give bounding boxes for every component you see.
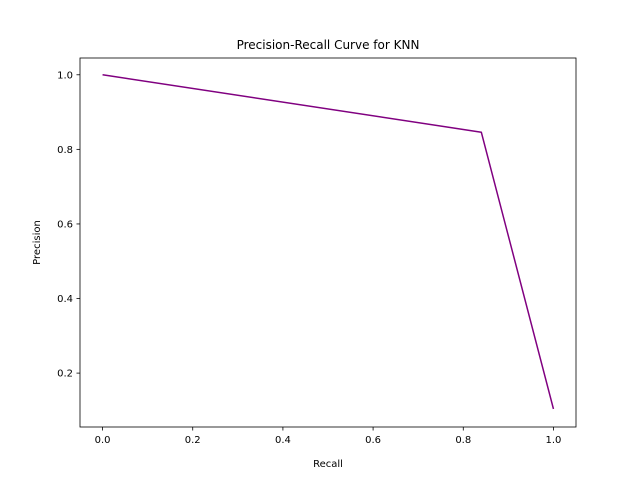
series-line-0 bbox=[102, 74, 555, 410]
y-axis-label: Precision bbox=[32, 220, 43, 265]
x-tick-label: 0.2 bbox=[185, 435, 201, 446]
y-tick-label: 0.4 bbox=[57, 294, 73, 305]
x-tick-label: 0.4 bbox=[275, 435, 291, 446]
y-axis: 0.2 0.4 0.6 0.8 1.0 bbox=[57, 70, 80, 380]
x-axis-label: Recall bbox=[313, 459, 343, 470]
series-layer bbox=[102, 74, 555, 410]
x-tick-label: 0.8 bbox=[455, 435, 471, 446]
y-tick-label: 0.6 bbox=[57, 220, 73, 231]
y-tick-label: 0.8 bbox=[57, 145, 73, 156]
x-tick-label: 0.0 bbox=[95, 435, 111, 446]
chart-title: Precision-Recall Curve for KNN bbox=[237, 38, 420, 52]
x-tick-label: 0.6 bbox=[365, 435, 381, 446]
y-tick-label: 0.2 bbox=[57, 369, 73, 380]
y-tick-label: 1.0 bbox=[57, 70, 73, 81]
x-tick-label: 1.0 bbox=[546, 435, 562, 446]
axes-frame bbox=[79, 57, 577, 428]
x-axis: 0.0 0.2 0.4 0.6 0.8 1.0 bbox=[95, 427, 562, 446]
plot-area bbox=[80, 58, 576, 427]
